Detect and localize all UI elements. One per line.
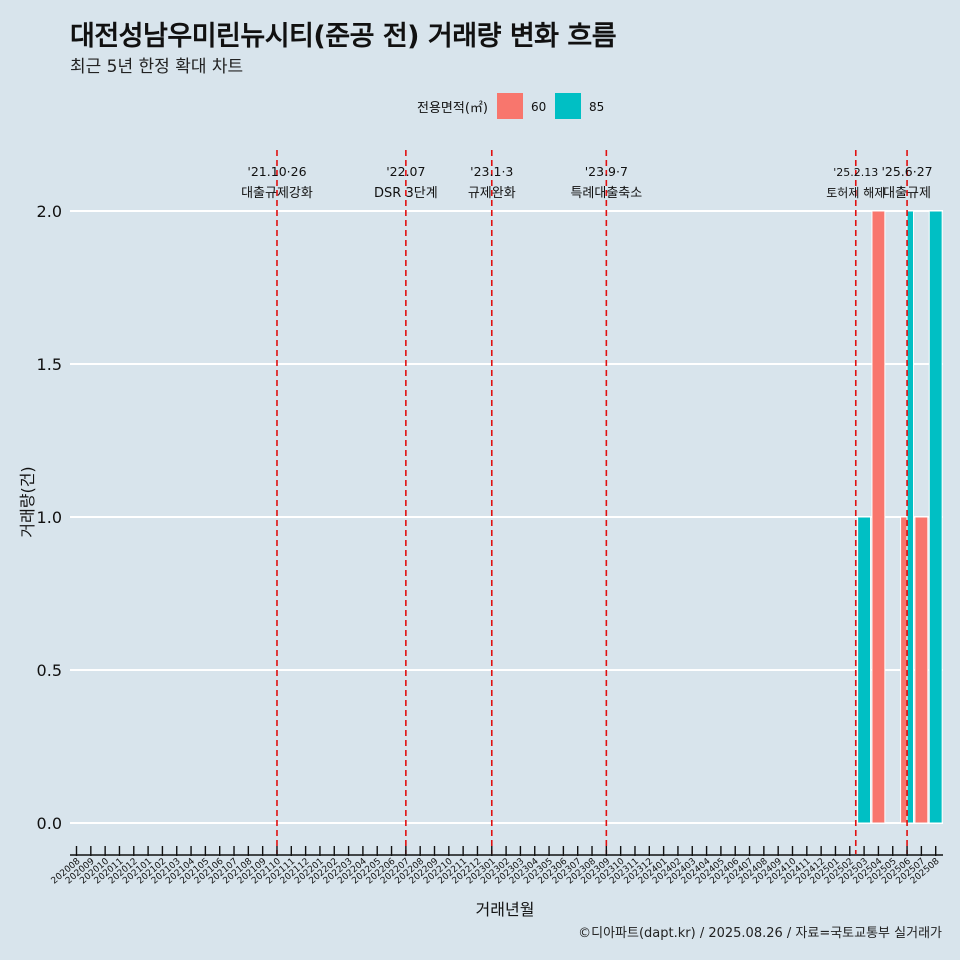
legend-swatch-85 — [555, 93, 581, 119]
y-tick-label: 1.0 — [37, 508, 62, 527]
event-date: '22.07 — [386, 164, 425, 179]
event-label: 특례대출축소 — [570, 186, 642, 201]
grid-lines — [70, 210, 943, 824]
event-date: '25.2.13 — [833, 166, 878, 179]
bar-60-202507 — [914, 516, 929, 824]
legend-title: 전용면적(㎡) — [417, 101, 488, 116]
y-tick-label: 2.0 — [37, 202, 62, 221]
bar-85-202503 — [857, 516, 872, 824]
legend-label-60: 60 — [531, 100, 546, 114]
bar-60-202506 — [900, 516, 908, 824]
event-label: 규제완화 — [468, 186, 516, 201]
bar-85-202508 — [928, 210, 943, 824]
event-label: DSR 3단계 — [374, 186, 438, 201]
bars — [857, 210, 943, 824]
y-tick-label: 1.5 — [37, 355, 62, 374]
y-tick-label: 0.5 — [37, 661, 62, 680]
chart-title: 대전성남우미린뉴시티(준공 전) 거래량 변화 흐름 — [70, 21, 617, 52]
event-lines: '21.10·26 대출규제강화 '22.07 DSR 3단계 '23.1·3 규제완화 '… — [241, 150, 933, 854]
event-label: 토허제 해제 — [826, 186, 885, 200]
x-axis-label: 거래년월 — [476, 900, 535, 919]
event-date: '25.6·27 — [881, 164, 932, 179]
legend-swatch-60 — [497, 93, 523, 119]
event-date: '23.9·7 — [585, 164, 628, 179]
y-axis-label: 거래량(건) — [18, 466, 37, 537]
event-label: 대출규제강화 — [241, 186, 313, 201]
event-date: '23.1·3 — [470, 164, 513, 179]
chart-subtitle: 최근 5년 한정 확대 차트 — [70, 57, 244, 77]
bar-85-202506 — [906, 210, 915, 824]
legend: 전용면적(㎡) 60 85 — [417, 93, 604, 119]
event-label: 대출규제 — [883, 186, 931, 201]
event-date: '21.10·26 — [247, 164, 306, 179]
bar-60-202504 — [871, 210, 886, 824]
legend-label-85: 85 — [589, 100, 604, 114]
y-tick-label: 0.0 — [37, 814, 62, 833]
y-axis: 0.0 0.5 1.0 1.5 2.0 — [37, 202, 62, 833]
source-caption: ©디아파트(dapt.kr) / 2025.08.26 / 자료=국토교통부 실… — [578, 926, 942, 941]
x-axis: 2020082020092020102020112020122021012021… — [50, 846, 943, 886]
